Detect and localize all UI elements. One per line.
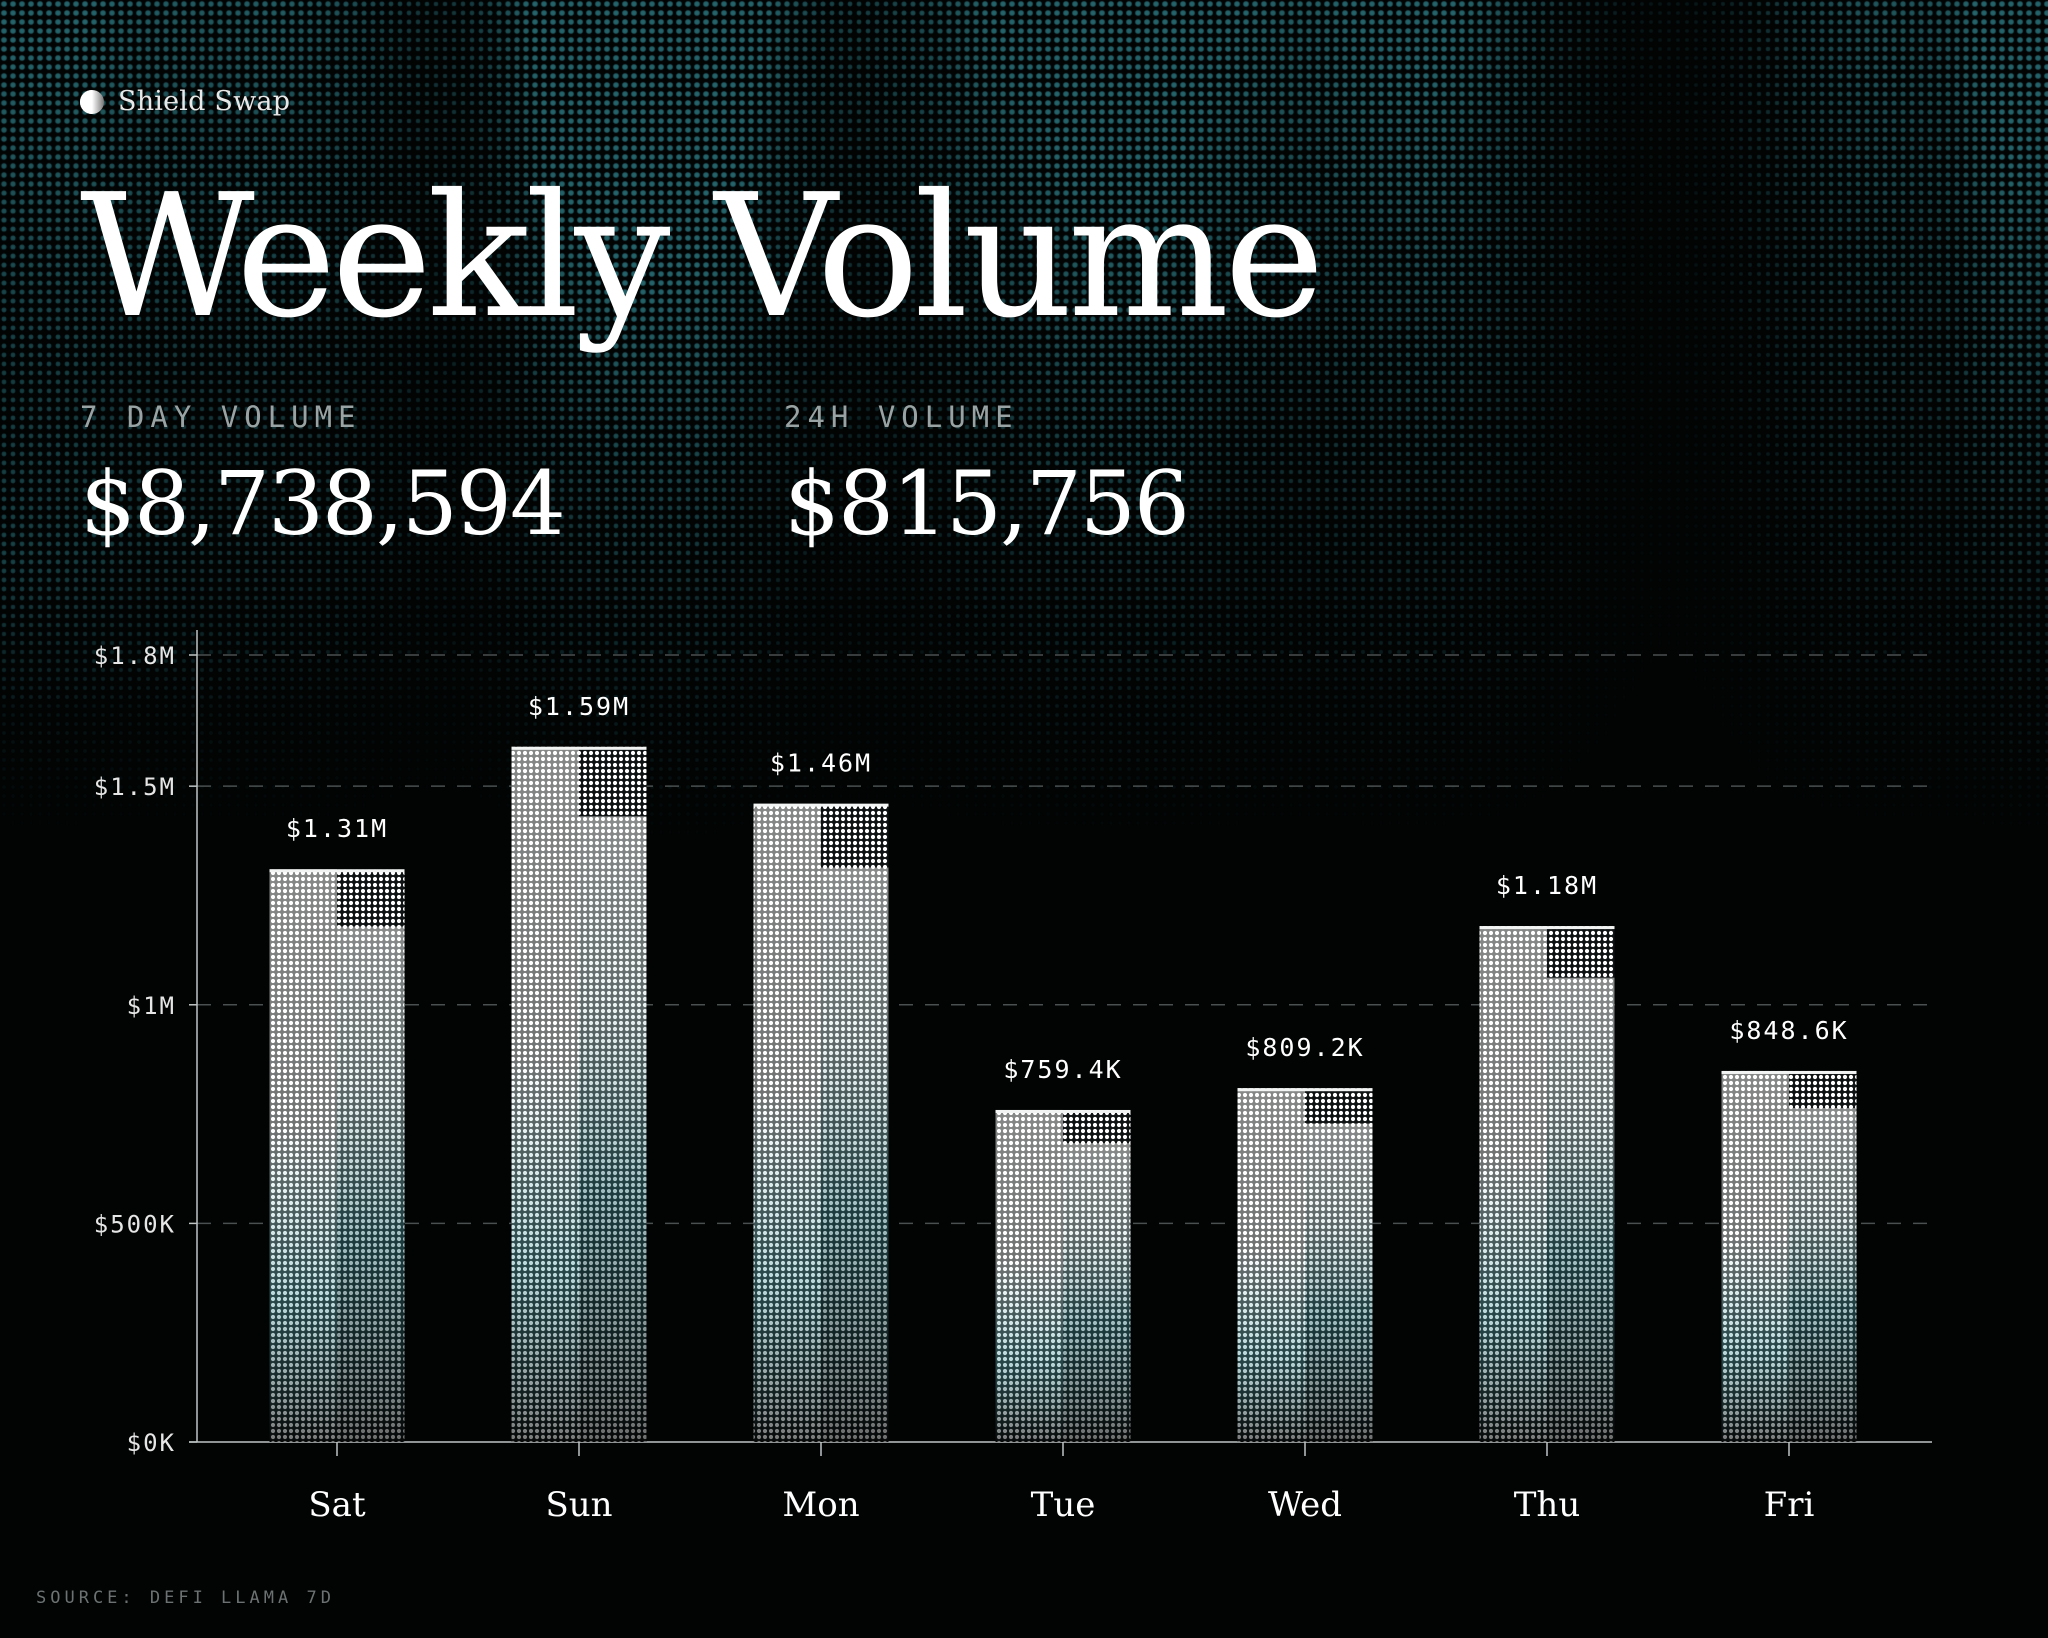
brand: Shield Swap [78,86,290,117]
brand-name: Shield Swap [118,86,291,117]
stat-value: $8,738,594 [80,452,566,555]
source-note: SOURCE: DEFI LLAMA 7D [36,1588,335,1608]
bar-shade-left [1721,1070,1789,1442]
x-tick-label: Mon [782,1485,859,1525]
bar-shade-left [1237,1088,1305,1442]
bar-top-edge [1479,926,1615,930]
x-tick-label: Fri [1764,1485,1815,1525]
stat-label: 7 DAY VOLUME [80,400,362,434]
y-tick-label: $1.8M [94,642,176,670]
stat-7-day: 7 DAY VOLUME $8,738,594 [80,400,566,555]
stat-value: $815,756 [784,452,1190,555]
bar-value-label: $848.6K [1729,1016,1848,1045]
bar-value-label: $1.46M [770,749,872,778]
stat-24h: 24H VOLUME $815,756 [784,400,1190,555]
half-circle-logo-icon [80,89,104,114]
bar-value-label: $1.59M [528,692,630,721]
bar-top-edge [1721,1070,1857,1074]
bar-shade-right [1789,1108,1857,1442]
bar-value-label: $809.2K [1245,1033,1364,1062]
bar-shade-right [1063,1143,1131,1442]
bar-shade-left [269,869,337,1442]
bar-shade-right [1305,1123,1373,1442]
bar-top-edge [753,803,889,807]
bar-value-label: $1.18M [1496,871,1598,900]
bar-shade-left [511,746,579,1442]
page-title: Weekly Volume [80,158,1325,356]
bar-shade-left [753,803,821,1442]
y-tick-label: $500K [94,1210,176,1238]
y-tick-label: $1M [127,992,176,1020]
x-tick-label: Tue [1031,1485,1096,1525]
bar-shade-right [337,926,405,1442]
bar-shade-right [1547,977,1615,1442]
bar-top-edge [995,1109,1131,1113]
bar-shade-right [579,816,647,1442]
y-tick-label: $0K [127,1429,176,1457]
x-tick-label: Wed [1268,1485,1342,1525]
bar-top-edge [511,746,647,750]
bar-top-edge [1237,1088,1373,1092]
x-tick-label: Sun [545,1485,612,1525]
bar-value-label: $1.31M [286,814,388,843]
stat-label: 24H VOLUME [784,400,1019,434]
y-tick-label: $1.5M [94,773,176,801]
x-tick-label: Sat [308,1485,366,1525]
bar-shade-left [1479,926,1547,1442]
x-tick-label: Thu [1514,1485,1580,1525]
bar-shade-right [821,867,889,1442]
bar-shade-left [995,1109,1063,1442]
bar-top-edge [269,869,405,873]
bar-value-label: $759.4K [1003,1055,1122,1084]
